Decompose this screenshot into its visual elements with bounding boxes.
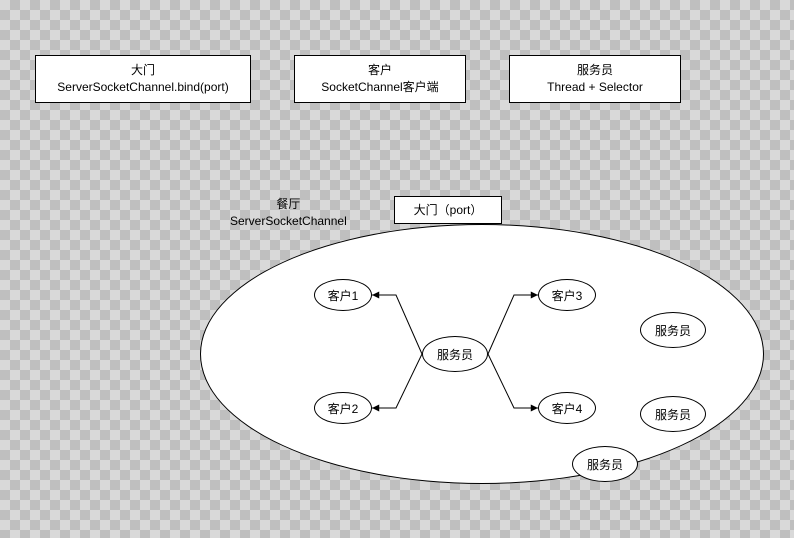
legend-waiter-subtitle: Thread + Selector bbox=[547, 79, 643, 96]
port-box: 大门（port） bbox=[394, 196, 502, 224]
node-client-4-label: 客户4 bbox=[552, 400, 583, 417]
legend-box-waiter: 服务员 Thread + Selector bbox=[509, 55, 681, 103]
legend-client-subtitle: SocketChannel客户端 bbox=[321, 79, 438, 96]
node-client-2: 客户2 bbox=[314, 392, 372, 424]
node-client-3-label: 客户3 bbox=[552, 287, 583, 304]
restaurant-subtitle: ServerSocketChannel bbox=[230, 213, 347, 230]
legend-box-door: 大门 ServerSocketChannel.bind(port) bbox=[35, 55, 251, 103]
restaurant-label: 餐厅 ServerSocketChannel bbox=[230, 196, 347, 230]
node-waiter-3: 服务员 bbox=[572, 446, 638, 482]
node-waiter-3-label: 服务员 bbox=[587, 456, 623, 473]
legend-door-subtitle: ServerSocketChannel.bind(port) bbox=[57, 79, 228, 96]
node-waiter-2-label: 服务员 bbox=[655, 406, 691, 423]
restaurant-title: 餐厅 bbox=[230, 196, 347, 213]
node-client-4: 客户4 bbox=[538, 392, 596, 424]
node-waiter-1-label: 服务员 bbox=[655, 322, 691, 339]
node-waiter-2: 服务员 bbox=[640, 396, 706, 432]
port-box-label: 大门（port） bbox=[414, 202, 483, 219]
legend-box-client: 客户 SocketChannel客户端 bbox=[294, 55, 466, 103]
node-waiter-1: 服务员 bbox=[640, 312, 706, 348]
node-client-3: 客户3 bbox=[538, 279, 596, 311]
legend-door-title: 大门 bbox=[131, 62, 155, 79]
diagram-canvas: 大门 ServerSocketChannel.bind(port) 客户 Soc… bbox=[0, 0, 794, 538]
node-client-2-label: 客户2 bbox=[328, 400, 359, 417]
node-client-1-label: 客户1 bbox=[328, 287, 359, 304]
node-client-1: 客户1 bbox=[314, 279, 372, 311]
node-waiter-center-label: 服务员 bbox=[437, 346, 473, 363]
legend-client-title: 客户 bbox=[368, 62, 392, 79]
legend-waiter-title: 服务员 bbox=[577, 62, 613, 79]
node-waiter-center: 服务员 bbox=[422, 336, 488, 372]
